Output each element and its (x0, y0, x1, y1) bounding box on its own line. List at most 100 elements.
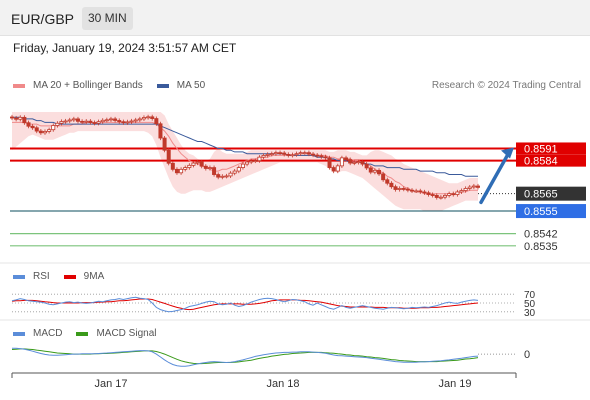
timeframe-button[interactable]: 30 MIN (82, 7, 133, 30)
candle-body (410, 189, 415, 192)
candle-body (356, 161, 361, 164)
candle-body (335, 165, 340, 172)
candle-body (282, 152, 287, 155)
candle-body (443, 195, 448, 198)
candle-body (117, 120, 122, 123)
candle-body (377, 169, 382, 175)
candle-body (146, 116, 151, 119)
candle-body (96, 121, 101, 124)
candle-body (224, 175, 229, 178)
pivot-label: 0.8555 (524, 206, 558, 218)
candle-body (269, 153, 274, 156)
candle-body (216, 174, 221, 178)
price-legend: MA 20 + Bollinger Bands MA 50 (13, 80, 205, 91)
candle-body (170, 162, 175, 170)
candle-body (331, 167, 336, 172)
macd-legend-label: MACD (33, 328, 63, 339)
symbol-label: EUR/GBP (11, 11, 75, 27)
candle-body (121, 121, 126, 124)
candle-body (232, 170, 237, 174)
level-label: 0.8591 (524, 143, 558, 155)
candle-body (9, 116, 14, 119)
candle-body (166, 149, 171, 164)
level-label: 0.8584 (524, 156, 558, 168)
candle-body (26, 122, 31, 127)
macd-signal-line (11, 348, 479, 365)
macd-signal-legend-swatch (76, 331, 89, 336)
candle-body (80, 120, 85, 123)
rsi-ma-legend-label: 9MA (83, 271, 105, 282)
x-tick-label: Jan 18 (266, 378, 299, 390)
candle-body (92, 122, 97, 124)
candle-body (71, 118, 76, 121)
candle-body (344, 157, 349, 160)
candle-body (389, 182, 394, 188)
candle-body (38, 130, 43, 134)
candle-body (414, 190, 419, 193)
top-bar: EUR/GBP 30 MIN (0, 0, 590, 36)
chart-datetime: Friday, January 19, 2024 3:51:57 AM CET (13, 41, 237, 55)
candle-body (158, 123, 163, 139)
candle-body (352, 161, 357, 164)
candle-body (463, 188, 468, 191)
candle-body (14, 117, 19, 120)
candle-body (129, 120, 134, 123)
candle-body (257, 156, 262, 162)
candle-body (150, 116, 155, 119)
candle-body (18, 116, 23, 120)
candle-body (348, 159, 353, 164)
ma50-legend-label: MA 50 (176, 80, 206, 91)
candle-body (108, 118, 113, 121)
rsi-line (11, 296, 479, 313)
candle-body (368, 167, 373, 173)
macd-line (12, 347, 479, 367)
candle-body (273, 152, 278, 155)
candle-body (311, 153, 316, 156)
candle-body (302, 152, 307, 155)
candle-body (397, 188, 402, 190)
candle-body (339, 157, 344, 167)
rsi-ma-legend-swatch (63, 274, 76, 279)
rsi-tick-label: 50 (524, 299, 536, 310)
candle-body (418, 190, 423, 193)
candle-body (22, 116, 27, 124)
candle-body (327, 157, 332, 168)
candle-body (315, 154, 320, 157)
candle-body (364, 163, 369, 169)
candle-body (430, 194, 435, 196)
candle-body (323, 156, 328, 159)
candle-body (174, 168, 179, 174)
candle-body (451, 193, 456, 196)
candle-body (100, 119, 105, 123)
credit-label: Research © 2024 Trading Central (431, 80, 581, 91)
candle-body (422, 191, 427, 194)
level-label-box (516, 142, 586, 155)
candle-body (459, 190, 464, 193)
current-price-box (516, 186, 586, 201)
macd-legend-swatch (13, 331, 25, 336)
candle-body (228, 172, 233, 177)
rsi-legend: RSI 9MA (13, 271, 104, 282)
candle-body (249, 160, 254, 163)
candle-body (42, 131, 47, 134)
forecast-arrow-head (501, 147, 514, 159)
candle-body (220, 175, 225, 178)
candle-body (236, 167, 241, 172)
x-tick-label: Jan 17 (94, 378, 127, 390)
candle-body (405, 188, 410, 191)
candle-body (63, 120, 68, 123)
ma20-legend-swatch (13, 83, 25, 88)
candle-body (34, 127, 39, 132)
support-label: 0.8542 (524, 229, 558, 241)
candle-body (381, 173, 386, 181)
candle-body (290, 154, 295, 157)
candle-body (195, 161, 200, 164)
candle-body (393, 186, 398, 190)
candle-body (141, 117, 146, 120)
candle-body (203, 165, 208, 169)
ma50-line (12, 116, 478, 177)
ma50-legend-swatch (156, 83, 169, 88)
level-label-box (516, 154, 586, 167)
macd-tick-label: 0 (524, 349, 530, 361)
